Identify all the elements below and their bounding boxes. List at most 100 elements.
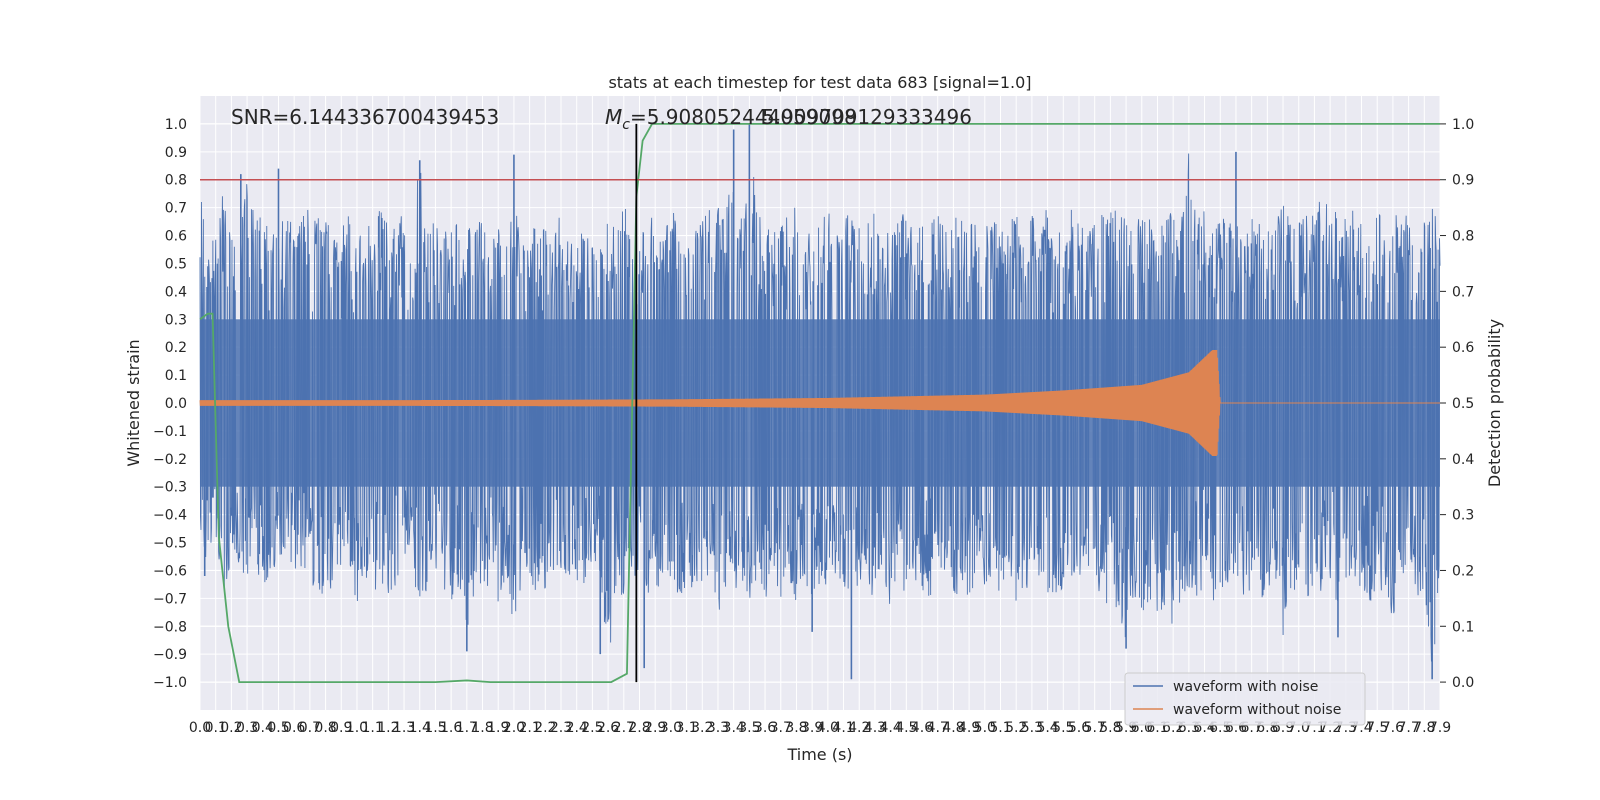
y-tick-label: 0.4 <box>165 284 187 300</box>
x-tick-label: 7.6 <box>1382 720 1404 736</box>
x-tick-label: 5.6 <box>1068 720 1090 736</box>
y2-tick-label: 1.0 <box>1452 117 1474 133</box>
chirp-mass-value: =5.908052444059098 <box>630 105 857 129</box>
detection-probability-line <box>199 123 1440 683</box>
x-tick-label: 0.2 <box>220 720 242 736</box>
x-tick-label: 4.2 <box>848 720 870 736</box>
x-tick-label: 3.5 <box>738 720 760 736</box>
x-tick-label: 5.5 <box>1052 720 1074 736</box>
y2-tick-label: 0.5 <box>1452 396 1474 412</box>
legend-box <box>1124 672 1366 726</box>
x-tick-label: 4.6 <box>911 720 933 736</box>
x-tick-label: 3.2 <box>691 720 713 736</box>
x-tick-label: 3.8 <box>785 720 807 736</box>
y-tick-label: −0.1 <box>153 424 187 440</box>
x-tick-label: 1.2 <box>377 720 399 736</box>
y-tick-label: 0.0 <box>165 396 187 412</box>
y-tick-label: 0.3 <box>165 312 187 328</box>
x-tick-label: 7.8 <box>1413 720 1435 736</box>
x-tick-label: 5.3 <box>1021 720 1043 736</box>
y-tick-label: 0.2 <box>165 340 187 356</box>
x-tick-label: 1.7 <box>456 720 478 736</box>
x-tick-label: 2.8 <box>628 720 650 736</box>
x-tick-label: 1.3 <box>393 720 415 736</box>
y2-tick-label: 0.1 <box>1452 619 1474 635</box>
clean-waveform-line <box>199 349 1440 457</box>
x-tick-label: 2.7 <box>613 720 635 736</box>
legend-label-clean: waveform without noise <box>1173 702 1341 718</box>
x-tick-label: 2.0 <box>503 720 525 736</box>
x-tick-label: 0.6 <box>283 720 305 736</box>
reference-lines <box>200 123 1440 683</box>
x-tick-label: 0.9 <box>330 720 352 736</box>
x-tick-label: 2.5 <box>581 720 603 736</box>
y-tick-label: −0.9 <box>153 647 187 663</box>
x-tick-label: 1.9 <box>487 720 509 736</box>
x-tick-label: 1.6 <box>440 720 462 736</box>
chirp-mass-annotation: Mc=5.908052444059098 <box>605 105 857 133</box>
y-tick-labels: −1.0 −0.9 −0.8 −0.7 −0.6 −0.5 −0.4 −0.3 −0.2 −0.1… <box>153 117 187 691</box>
x-tick-label: 4.9 <box>958 720 980 736</box>
x-tick-label: 0.8 <box>314 720 336 736</box>
clean-waveform-layer <box>199 349 1440 457</box>
x-tick-label: 2.2 <box>534 720 556 736</box>
y2-tick-label: 0.2 <box>1452 563 1474 579</box>
y2-tick-label: 0.3 <box>1452 508 1474 524</box>
x-tick-label: 0.1 <box>205 720 227 736</box>
x-tick-label: 7.9 <box>1429 720 1451 736</box>
y-tick-label: 0.6 <box>165 229 187 245</box>
chirp-mass-overlap-annotation: 5.909709129333496 <box>762 105 972 129</box>
x-tick-label: 4.5 <box>895 720 917 736</box>
y-tick-label: 0.8 <box>165 173 187 189</box>
y-axis-label: Whitened strain <box>124 339 143 466</box>
x-tick-label: 2.1 <box>518 720 540 736</box>
y2-tick-label: 0.8 <box>1452 229 1474 245</box>
x-tick-label: 0.7 <box>299 720 321 736</box>
y-tick-label: −0.5 <box>153 536 187 552</box>
x-tick-label: 7.7 <box>1397 720 1419 736</box>
y-tick-label: −0.3 <box>153 480 187 496</box>
x-tick-label: 3.0 <box>660 720 682 736</box>
snr-annotation: SNR=6.144336700439453 <box>231 105 499 129</box>
y2-tick-label: 0.0 <box>1452 675 1474 691</box>
x-tick-label: 4.1 <box>832 720 854 736</box>
x-tick-label: 1.8 <box>471 720 493 736</box>
y2-axis-label: Detection probability <box>1485 319 1504 487</box>
y2-tick-label: 0.6 <box>1452 340 1474 356</box>
x-tick-label: 5.1 <box>989 720 1011 736</box>
y-tick-label: −0.6 <box>153 563 187 579</box>
x-tick-label: 3.4 <box>723 720 745 736</box>
legend: waveform with noise waveform without noi… <box>1124 672 1366 726</box>
y-tick-label: −0.2 <box>153 452 187 468</box>
x-tick-label: 0.5 <box>267 720 289 736</box>
x-tick-label: 2.4 <box>566 720 588 736</box>
y2-tick-label: 0.9 <box>1452 173 1474 189</box>
x-tick-label: 2.3 <box>550 720 572 736</box>
x-tick-label: 3.9 <box>801 720 823 736</box>
y-tick-label: 0.1 <box>165 368 187 384</box>
x-tick-label: 3.1 <box>675 720 697 736</box>
chirp-mass-subscript: c <box>622 117 630 133</box>
probability-layer <box>199 123 1440 683</box>
x-tick-label: 5.8 <box>1099 720 1121 736</box>
y2-tick-label: 0.4 <box>1452 452 1474 468</box>
y2-tick-label: 0.7 <box>1452 284 1474 300</box>
x-tick-label: 4.8 <box>942 720 964 736</box>
y-tick-label: −1.0 <box>153 675 187 691</box>
x-tick-label: 3.3 <box>707 720 729 736</box>
x-tick-label: 0.4 <box>252 720 274 736</box>
x-tick-label: 5.0 <box>974 720 996 736</box>
x-tick-label: 1.4 <box>409 720 431 736</box>
x-tick-label: 4.7 <box>927 720 949 736</box>
y-tick-label: −0.7 <box>153 591 187 607</box>
x-tick-label: 1.0 <box>346 720 368 736</box>
x-tick-label: 7.5 <box>1366 720 1388 736</box>
x-tick-label: 1.5 <box>424 720 446 736</box>
x-tick-label: 4.0 <box>817 720 839 736</box>
x-tick-label: 3.7 <box>770 720 792 736</box>
y-tick-label: −0.4 <box>153 508 187 524</box>
x-tick-label: 5.2 <box>1005 720 1027 736</box>
x-tick-label: 1.1 <box>362 720 384 736</box>
y-tick-label: 1.0 <box>165 117 187 133</box>
